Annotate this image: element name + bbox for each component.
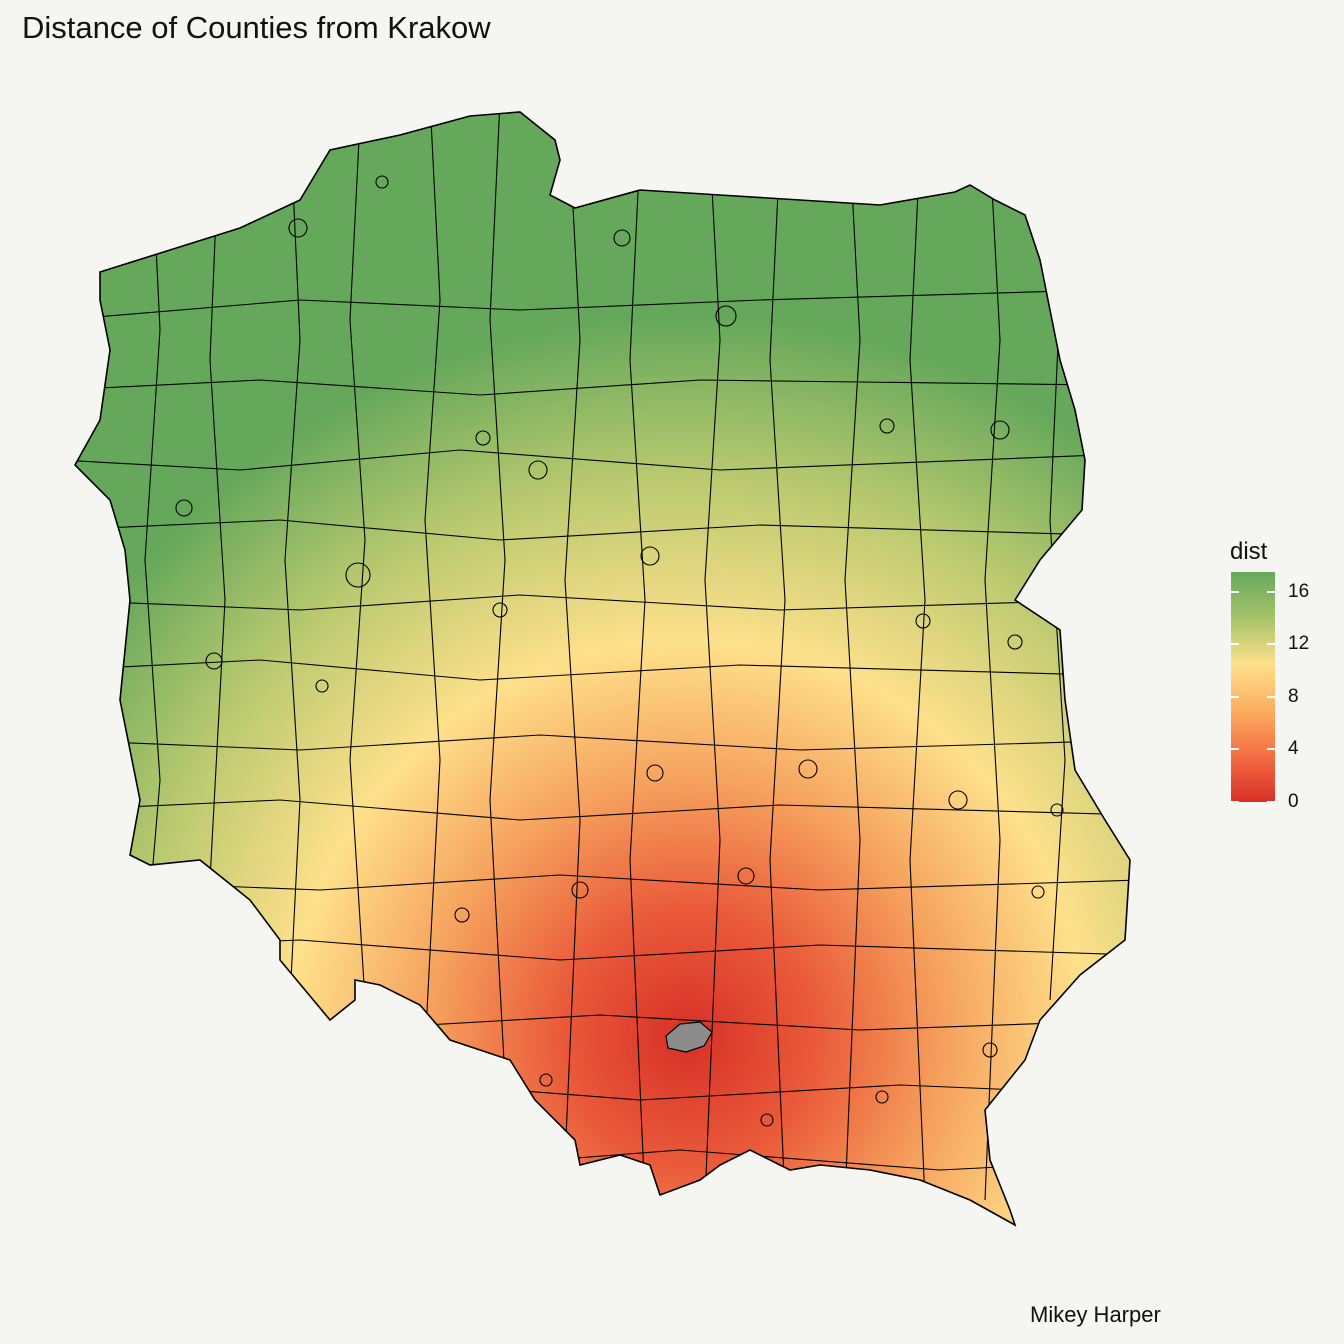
legend-colorbar	[1231, 572, 1275, 802]
krakow-region	[665, 1021, 713, 1053]
legend-tick-mark	[1267, 643, 1275, 646]
legend-tick-mark	[1231, 801, 1239, 803]
legend-tick-mark	[1231, 590, 1239, 593]
legend: dist 0 4 8 12 16	[1228, 538, 1338, 818]
legend-tick-mark	[1231, 643, 1239, 646]
legend-tick-label: 0	[1288, 791, 1299, 812]
legend-tick-label: 8	[1288, 685, 1299, 707]
legend-title: dist	[1230, 538, 1268, 565]
legend-tick-mark	[1267, 695, 1275, 698]
chart-title: Distance of Counties from Krakow	[22, 10, 491, 45]
legend-tick-mark	[1267, 801, 1275, 803]
legend-tick-mark	[1267, 590, 1275, 593]
caption: Mikey Harper	[1030, 1302, 1161, 1327]
legend-tick-mark	[1231, 695, 1239, 698]
city-enclaves	[175, 175, 1064, 1127]
legend-tick-label: 12	[1288, 633, 1310, 655]
legend-tick-label: 4	[1288, 738, 1299, 760]
legend-tick-label: 16	[1288, 580, 1310, 602]
legend-tick-mark	[1267, 748, 1275, 751]
legend-tick-mark	[1231, 748, 1239, 751]
